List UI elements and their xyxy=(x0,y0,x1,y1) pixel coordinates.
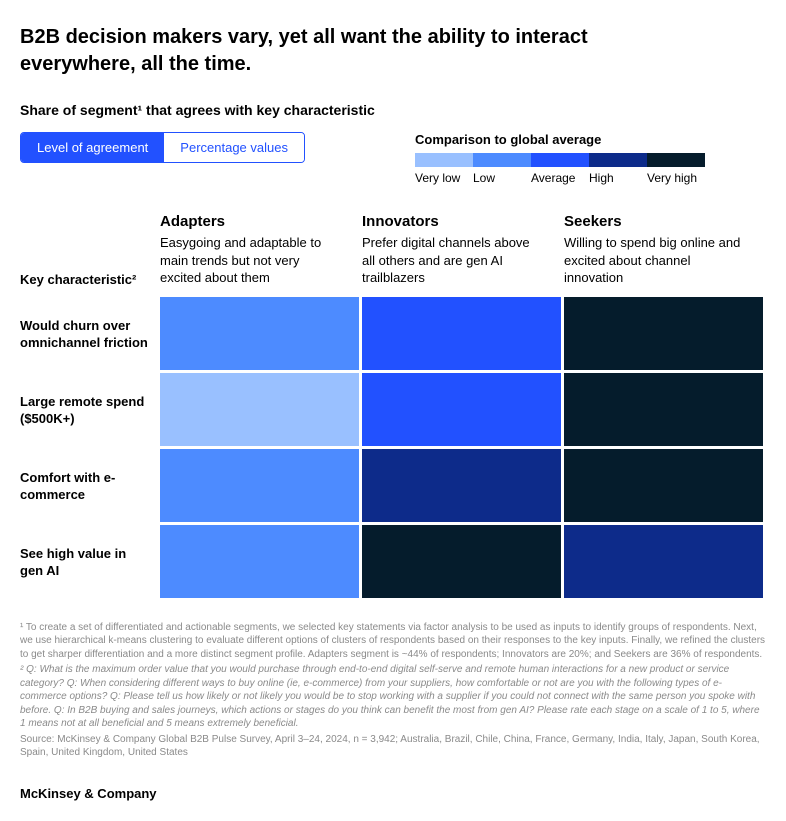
key-characteristic-header: Key characteristic² xyxy=(20,213,160,297)
chart-title: B2B decision makers vary, yet all want t… xyxy=(20,24,660,78)
chart-container: B2B decision makers vary, yet all want t… xyxy=(0,0,786,821)
characteristic-label: Would churn over omnichannel friction xyxy=(20,297,160,373)
chart-subtitle: Share of segment¹ that agrees with key c… xyxy=(20,102,766,118)
footnote-2: ² Q: What is the maximum order value tha… xyxy=(20,663,766,731)
segment-desc: Prefer digital channels above all others… xyxy=(362,234,552,287)
legend-title: Comparison to global average xyxy=(415,132,766,147)
toggle-percentage-values[interactable]: Percentage values xyxy=(164,133,304,162)
legend-swatch-average xyxy=(531,153,589,167)
segment-header-innovators: Innovators Prefer digital channels above… xyxy=(362,213,564,297)
heatmap-cell xyxy=(564,297,766,373)
heatmap-cell xyxy=(160,297,362,373)
heatmap-cell xyxy=(160,525,362,601)
legend-label: Average xyxy=(531,171,589,185)
characteristic-label: Large remote spend ($500K+) xyxy=(20,373,160,449)
toggle-level-of-agreement[interactable]: Level of agreement xyxy=(21,133,164,162)
heatmap-cell xyxy=(160,449,362,525)
heatmap-cell xyxy=(160,373,362,449)
footnotes: ¹ To create a set of differentiated and … xyxy=(20,621,766,760)
legend-swatch-very-low xyxy=(415,153,473,167)
legend-swatch-low xyxy=(473,153,531,167)
heatmap-cell xyxy=(362,449,564,525)
legend-label: High xyxy=(589,171,647,185)
legend-color-bar xyxy=(415,153,705,167)
legend-swatch-very-high xyxy=(647,153,705,167)
legend-label: Very low xyxy=(415,171,473,185)
legend-labels: Very low Low Average High Very high xyxy=(415,171,705,185)
characteristic-label: Comfort with e-commerce xyxy=(20,449,160,525)
segment-desc: Willing to spend big online and excited … xyxy=(564,234,754,287)
segment-desc: Easygoing and adaptable to main trends b… xyxy=(160,234,350,287)
heatmap-grid: Key characteristic² Adapters Easygoing a… xyxy=(20,213,766,601)
legend-label: Very high xyxy=(647,171,705,185)
heatmap-cell xyxy=(362,297,564,373)
brand-attribution: McKinsey & Company xyxy=(20,786,766,801)
heatmap-cell xyxy=(362,373,564,449)
heatmap-cell xyxy=(362,525,564,601)
legend-swatch-high xyxy=(589,153,647,167)
segment-header-seekers: Seekers Willing to spend big online and … xyxy=(564,213,766,297)
legend: Comparison to global average Very low Lo… xyxy=(415,132,766,185)
view-toggle: Level of agreement Percentage values xyxy=(20,132,305,163)
segment-name: Seekers xyxy=(564,213,754,230)
controls-row: Level of agreement Percentage values Com… xyxy=(20,132,766,185)
heatmap-cell xyxy=(564,373,766,449)
segment-name: Adapters xyxy=(160,213,350,230)
heatmap-cell xyxy=(564,525,766,601)
characteristic-label: See high value in gen AI xyxy=(20,525,160,601)
heatmap-cell xyxy=(564,449,766,525)
segment-name: Innovators xyxy=(362,213,552,230)
footnote-1: ¹ To create a set of differentiated and … xyxy=(20,621,766,662)
legend-label: Low xyxy=(473,171,531,185)
segment-header-adapters: Adapters Easygoing and adaptable to main… xyxy=(160,213,362,297)
footnote-source: Source: McKinsey & Company Global B2B Pu… xyxy=(20,733,766,760)
